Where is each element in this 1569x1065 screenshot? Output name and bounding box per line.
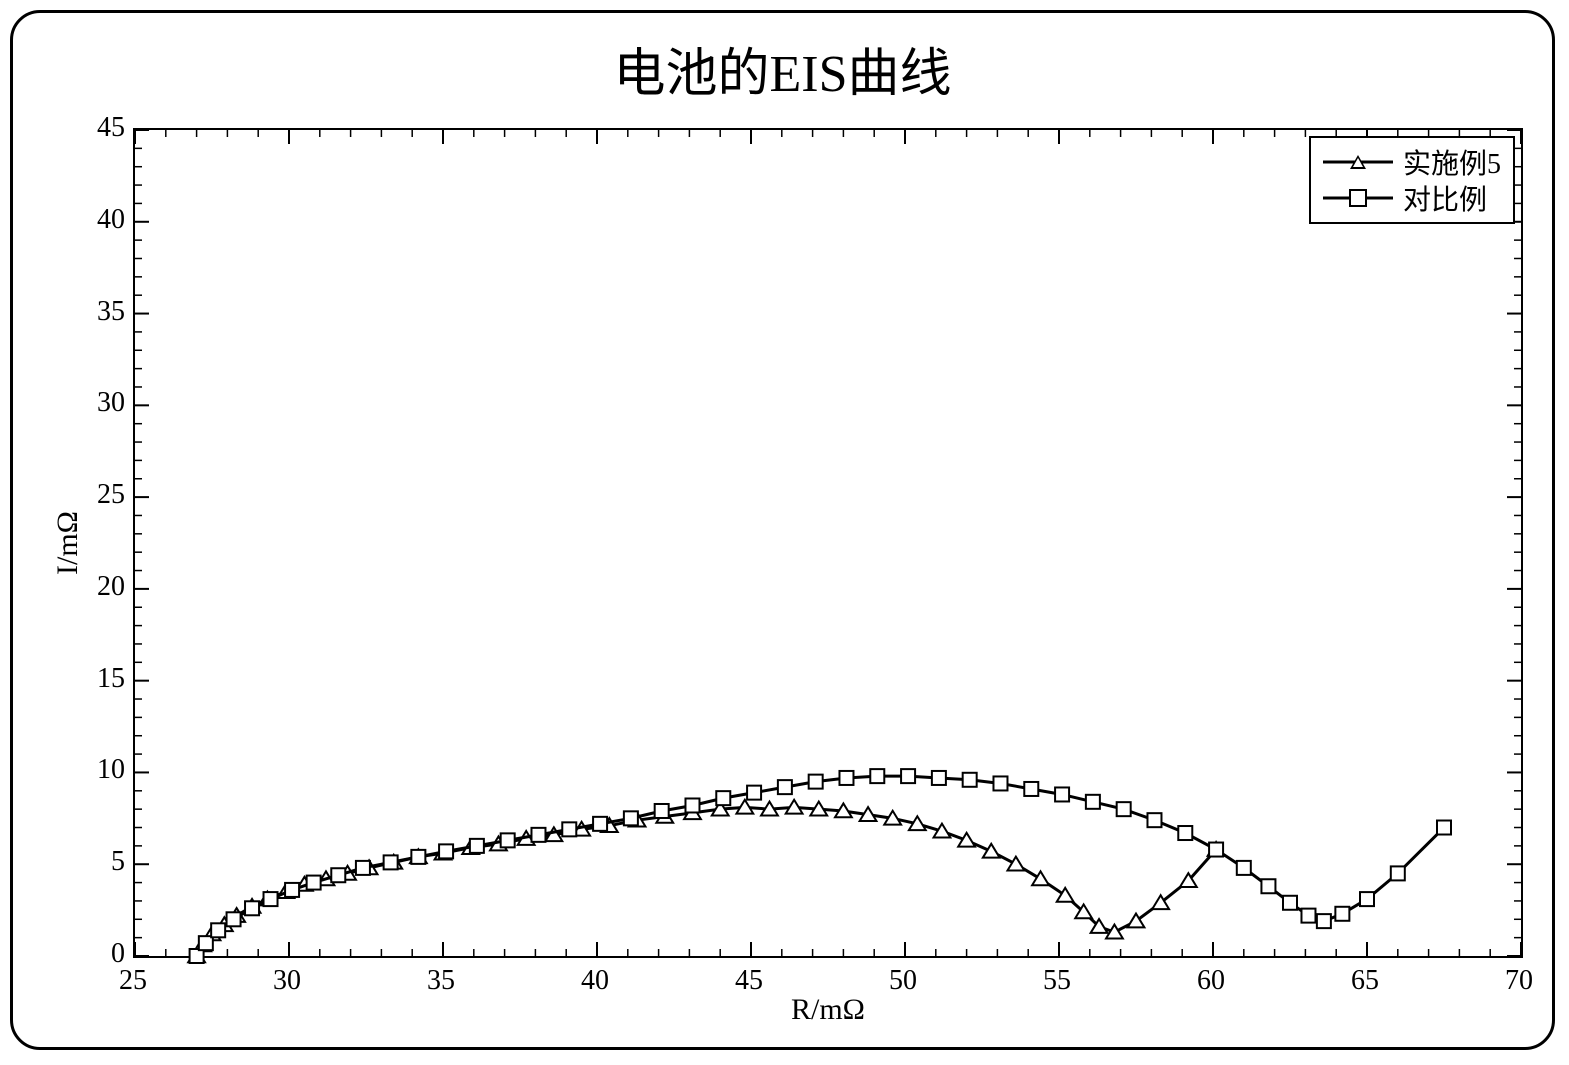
- y-tick-label: 35: [75, 296, 125, 328]
- y-tick-label: 10: [75, 754, 125, 786]
- y-tick-label: 5: [75, 846, 125, 878]
- chart-title: 电池的EIS曲线: [13, 31, 1552, 106]
- plot-area: 实施例5 对比例: [133, 128, 1523, 958]
- legend-item-example5: 实施例5: [1323, 144, 1501, 180]
- x-tick-label: 50: [889, 965, 917, 997]
- x-tick-label: 65: [1351, 965, 1379, 997]
- legend-swatch-triangle: [1323, 148, 1393, 176]
- plot-svg: [135, 130, 1521, 956]
- x-tick-label: 55: [1043, 965, 1071, 997]
- y-tick-label: 30: [75, 387, 125, 419]
- legend-label: 实施例5: [1403, 142, 1501, 182]
- y-tick-label: 0: [75, 938, 125, 970]
- y-tick-label: 40: [75, 204, 125, 236]
- y-tick-label: 15: [75, 663, 125, 695]
- y-axis-label: I/mΩ: [48, 128, 88, 958]
- x-tick-label: 35: [427, 965, 455, 997]
- y-tick-label: 45: [75, 112, 125, 144]
- y-tick-label: 20: [75, 571, 125, 603]
- chart-frame: 电池的EIS曲线 实施例5 对比例 R/mΩ I/mΩ 253035404: [10, 10, 1555, 1050]
- x-tick-label: 40: [581, 965, 609, 997]
- legend-label: 对比例: [1403, 178, 1487, 218]
- x-axis-label: R/mΩ: [133, 993, 1523, 1027]
- y-tick-label: 25: [75, 479, 125, 511]
- x-tick-label: 70: [1505, 965, 1533, 997]
- x-tick-label: 30: [273, 965, 301, 997]
- legend-swatch-square: [1323, 184, 1393, 212]
- legend-item-comparison: 对比例: [1323, 180, 1501, 216]
- x-tick-label: 60: [1197, 965, 1225, 997]
- legend: 实施例5 对比例: [1309, 136, 1515, 224]
- x-tick-label: 45: [735, 965, 763, 997]
